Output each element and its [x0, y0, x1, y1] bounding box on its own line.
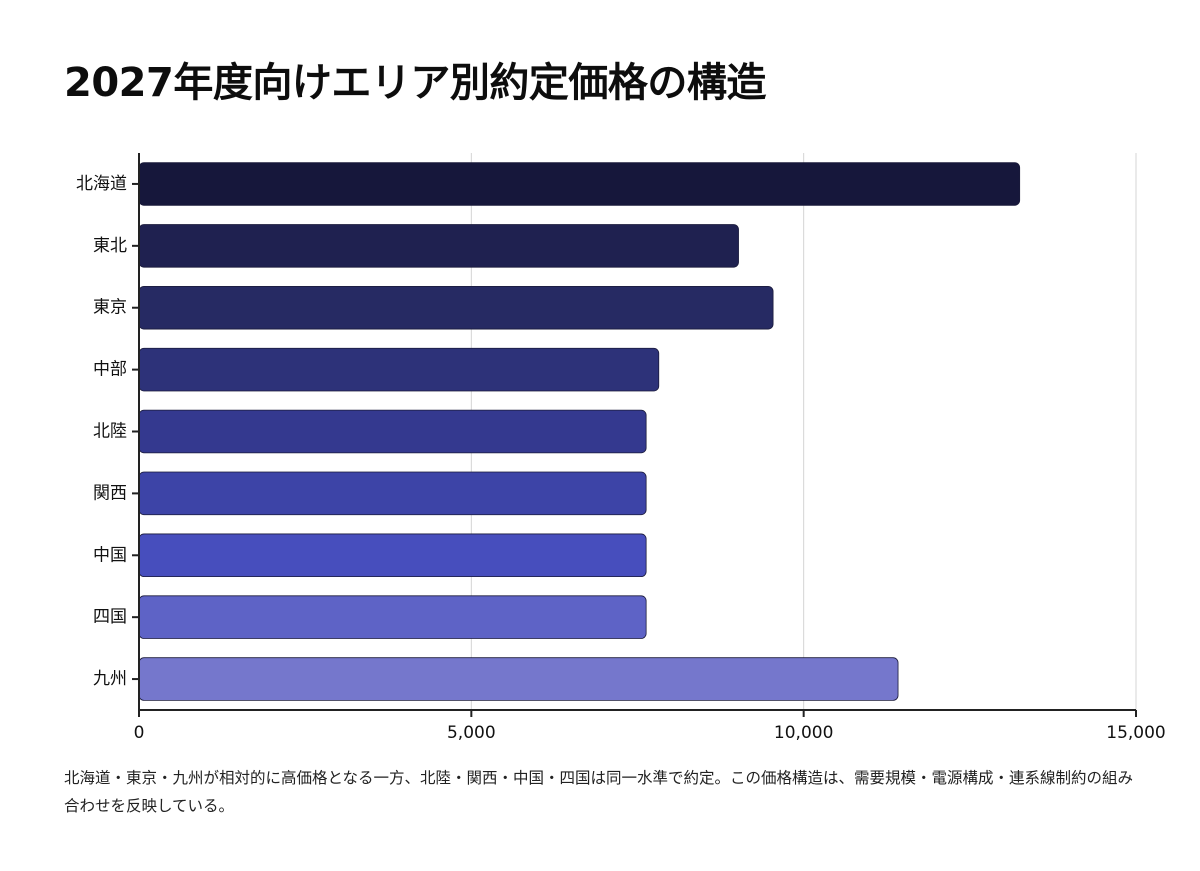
bar-5: [138, 409, 647, 454]
bar-8: [138, 595, 647, 639]
x-tick-label-0: 0: [134, 723, 145, 743]
bar-9: [138, 657, 899, 701]
x-tick-label-1: 5,000: [447, 723, 496, 743]
category-label-3: 東京: [93, 298, 127, 318]
category-label-2: 東北: [93, 236, 127, 256]
x-tick-label-3: 15,000: [1106, 723, 1165, 743]
bars: [138, 162, 1021, 701]
category-label-9: 九州: [93, 669, 127, 689]
chart-caption: 北海道・東京・九州が相対的に高価格となる一方、北陸・関西・中国・四国は同一水準で…: [64, 769, 1134, 815]
x-tick-label-2: 10,000: [774, 723, 833, 743]
bar-4: [138, 347, 660, 392]
category-label-5: 北陸: [93, 422, 127, 442]
bar-1: [138, 162, 1021, 206]
bar-7: [138, 533, 647, 578]
category-label-4: 中部: [93, 360, 127, 380]
bar-6: [138, 471, 647, 516]
x-axis: 0 5,000 10,000 15,000: [134, 709, 1166, 743]
bar-3: [138, 285, 774, 330]
bar-2: [138, 224, 739, 268]
category-label-7: 中国: [93, 545, 127, 565]
category-label-8: 四国: [93, 607, 127, 627]
category-label-6: 関西: [93, 483, 127, 503]
category-label-1: 北海道: [76, 174, 127, 194]
chart-title: 2027年度向けエリア別約定価格の構造: [64, 60, 766, 106]
